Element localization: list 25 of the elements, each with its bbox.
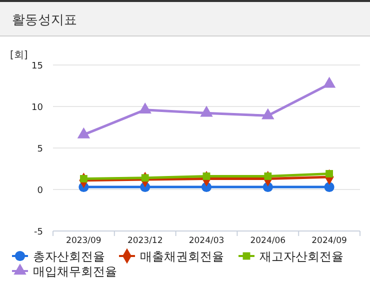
point <box>262 108 274 120</box>
y-tick-label: -5 <box>34 228 43 238</box>
legend-label: 재고자산회전율 <box>260 250 344 264</box>
point <box>264 172 272 180</box>
x-tick-label: 2024/09 <box>312 236 347 246</box>
x-tick-label: 2024/06 <box>250 236 286 246</box>
point <box>77 127 90 138</box>
legend-label: 총자산회전율 <box>33 250 105 264</box>
chart-title: 활동성지표 <box>12 13 77 28</box>
x-tick-label: 2023/12 <box>127 236 163 246</box>
legend-label: 매출채권회전율 <box>140 250 224 264</box>
point <box>141 174 149 182</box>
x-tick-label: 2023/09 <box>66 236 102 246</box>
y-tick-label: 0 <box>37 186 44 196</box>
point <box>322 76 336 88</box>
legend-label: 매입채무회전율 <box>33 264 117 278</box>
point <box>138 102 152 114</box>
y-tick-label: 10 <box>32 103 44 113</box>
point <box>202 172 210 180</box>
y-tick-label: 5 <box>37 144 43 154</box>
y-tick-label: 15 <box>32 62 43 72</box>
y-axis-title: [회] <box>10 50 28 61</box>
x-tick-label: 2024/03 <box>188 236 224 246</box>
point <box>200 106 213 117</box>
point <box>324 182 334 192</box>
